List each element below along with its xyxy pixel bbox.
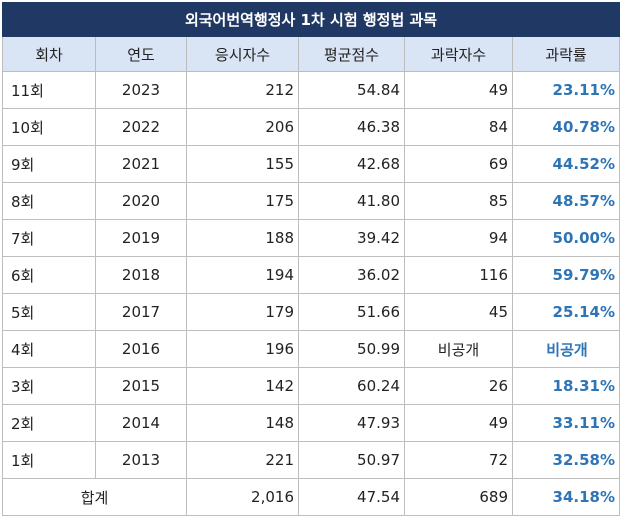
cell-round: 1회 [2, 441, 96, 479]
cell-fail-rate: 48.57% [511, 182, 621, 220]
cell-applicants: 212 [186, 71, 299, 109]
table-row: 9회 2021 155 42.68 69 44.52% [2, 145, 621, 183]
total-label: 합계 [2, 478, 187, 516]
table-row: 11회 2023 212 54.84 49 23.11% [2, 71, 621, 109]
cell-year: 2014 [95, 404, 187, 442]
cell-year: 2015 [95, 367, 187, 405]
cell-applicants: 179 [186, 293, 299, 331]
cell-average: 50.97 [298, 441, 405, 479]
header-round: 회차 [2, 36, 96, 72]
cell-fail-rate: 44.52% [511, 145, 621, 183]
cell-applicants: 142 [186, 367, 299, 405]
cell-year: 2023 [95, 71, 187, 109]
cell-year: 2018 [95, 256, 187, 294]
total-fail-rate: 34.18% [511, 478, 621, 516]
cell-fail-rate: 32.58% [511, 441, 621, 479]
total-row: 합계 2,016 47.54 689 34.18% [2, 478, 621, 516]
cell-round: 2회 [2, 404, 96, 442]
cell-average: 50.99 [298, 330, 405, 368]
cell-round: 9회 [2, 145, 96, 183]
cell-applicants: 206 [186, 108, 299, 146]
header-row: 회차 연도 응시자수 평균점수 과락자수 과락률 [2, 36, 621, 72]
cell-fail-rate: 50.00% [511, 219, 621, 257]
cell-year: 2016 [95, 330, 187, 368]
header-fail-rate: 과락률 [511, 36, 621, 72]
total-fails: 689 [404, 478, 513, 516]
cell-fails: 84 [404, 108, 513, 146]
table-row: 8회 2020 175 41.80 85 48.57% [2, 182, 621, 220]
total-average: 47.54 [298, 478, 405, 516]
cell-fail-rate: 59.79% [511, 256, 621, 294]
cell-fail-rate: 비공개 [511, 330, 621, 368]
cell-average: 54.84 [298, 71, 405, 109]
cell-year: 2022 [95, 108, 187, 146]
cell-fails: 49 [404, 71, 513, 109]
cell-fails: 116 [404, 256, 513, 294]
cell-applicants: 175 [186, 182, 299, 220]
title-row: 외국어번역행정사 1차 시험 행정법 과목 [1, 2, 621, 37]
cell-round: 6회 [2, 256, 96, 294]
table-row: 4회 2016 196 50.99 비공개 비공개 [2, 330, 621, 368]
cell-fails: 94 [404, 219, 513, 257]
cell-fails: 비공개 [404, 330, 513, 368]
cell-fails: 69 [404, 145, 513, 183]
cell-applicants: 221 [186, 441, 299, 479]
cell-fail-rate: 25.14% [511, 293, 621, 331]
cell-fails: 72 [404, 441, 513, 479]
cell-applicants: 188 [186, 219, 299, 257]
cell-average: 47.93 [298, 404, 405, 442]
table-row: 10회 2022 206 46.38 84 40.78% [2, 108, 621, 146]
cell-applicants: 155 [186, 145, 299, 183]
cell-fails: 49 [404, 404, 513, 442]
table-row: 5회 2017 179 51.66 45 25.14% [2, 293, 621, 331]
total-applicants: 2,016 [186, 478, 299, 516]
cell-average: 46.38 [298, 108, 405, 146]
table-title: 외국어번역행정사 1차 시험 행정법 과목 [1, 2, 621, 37]
cell-year: 2017 [95, 293, 187, 331]
cell-fail-rate: 40.78% [511, 108, 621, 146]
cell-fails: 85 [404, 182, 513, 220]
cell-average: 41.80 [298, 182, 405, 220]
cell-round: 7회 [2, 219, 96, 257]
cell-fails: 26 [404, 367, 513, 405]
table-row: 3회 2015 142 60.24 26 18.31% [2, 367, 621, 405]
cell-round: 8회 [2, 182, 96, 220]
cell-fail-rate: 33.11% [511, 404, 621, 442]
table-row: 2회 2014 148 47.93 49 33.11% [2, 404, 621, 442]
cell-round: 4회 [2, 330, 96, 368]
cell-fails: 45 [404, 293, 513, 331]
cell-average: 51.66 [298, 293, 405, 331]
table-row: 6회 2018 194 36.02 116 59.79% [2, 256, 621, 294]
cell-average: 36.02 [298, 256, 405, 294]
cell-fail-rate: 23.11% [511, 71, 621, 109]
cell-average: 39.42 [298, 219, 405, 257]
header-applicants: 응시자수 [186, 36, 299, 72]
cell-applicants: 148 [186, 404, 299, 442]
cell-average: 60.24 [298, 367, 405, 405]
table-row: 7회 2019 188 39.42 94 50.00% [2, 219, 621, 257]
table-row: 1회 2013 221 50.97 72 32.58% [2, 441, 621, 479]
header-fails: 과락자수 [404, 36, 513, 72]
cell-applicants: 194 [186, 256, 299, 294]
cell-round: 10회 [2, 108, 96, 146]
cell-year: 2021 [95, 145, 187, 183]
cell-round: 11회 [2, 71, 96, 109]
cell-year: 2013 [95, 441, 187, 479]
cell-year: 2020 [95, 182, 187, 220]
cell-round: 3회 [2, 367, 96, 405]
header-year: 연도 [95, 36, 187, 72]
cell-applicants: 196 [186, 330, 299, 368]
cell-average: 42.68 [298, 145, 405, 183]
cell-year: 2019 [95, 219, 187, 257]
cell-fail-rate: 18.31% [511, 367, 621, 405]
cell-round: 5회 [2, 293, 96, 331]
header-average: 평균점수 [298, 36, 405, 72]
